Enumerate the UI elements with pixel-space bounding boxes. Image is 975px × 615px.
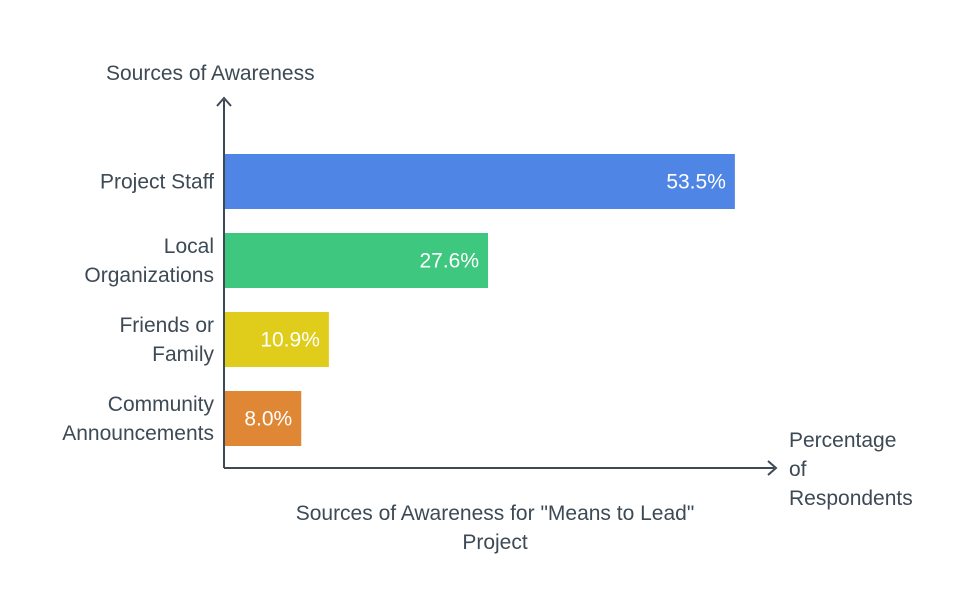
category-label: Friends or Family (119, 314, 214, 366)
x-axis-label: Percentage of Respondents (789, 429, 913, 510)
y-axis-arrow-icon (216, 96, 232, 107)
chart-title: Sources of Awareness for "Means to Lead"… (296, 502, 695, 554)
bar-value-label: 27.6% (419, 250, 479, 273)
bar-value-label: 53.5% (666, 171, 726, 194)
category-label: Local Organizations (84, 235, 214, 287)
y-axis-label: Sources of Awareness (106, 62, 315, 85)
bar-2 (225, 233, 489, 288)
bar-4 (225, 391, 302, 446)
x-axis-arrow-icon (767, 460, 778, 476)
bar-value-label: 10.9% (260, 329, 320, 352)
bar-1 (225, 154, 735, 209)
bar-3 (225, 312, 329, 367)
category-label: Project Staff (100, 171, 214, 194)
category-label: Community Announcements (62, 393, 214, 445)
bar-value-label: 8.0% (244, 408, 292, 431)
